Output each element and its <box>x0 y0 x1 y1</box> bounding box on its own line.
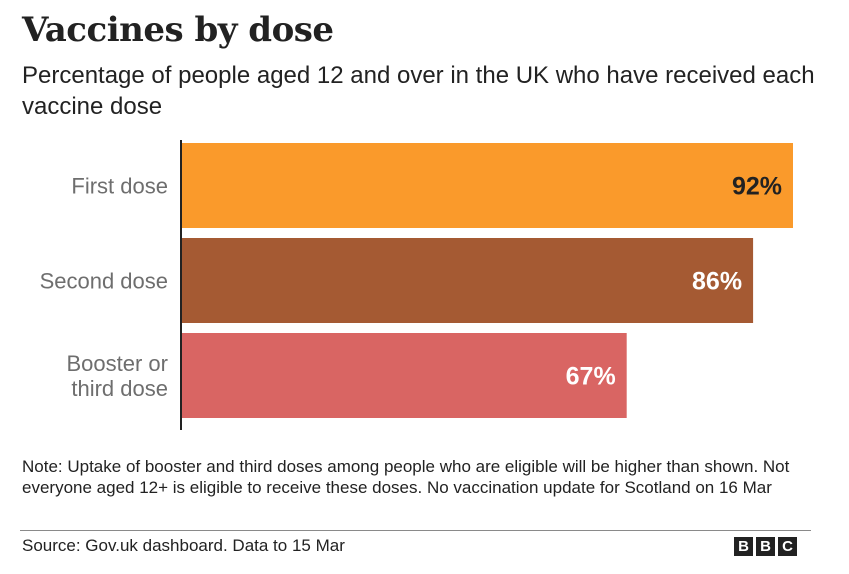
bar-value-label-3: 67% <box>566 363 616 391</box>
category-label-3: Booster or third dose <box>67 351 169 401</box>
chart-title: Vaccines by dose <box>22 10 334 50</box>
bar-3 <box>181 333 627 418</box>
bbc-logo: B B C <box>734 537 797 556</box>
bar-value-label-2: 86% <box>692 268 742 296</box>
bar-chart: 92% First dose 86% Second dose 67% Booster or… <box>40 140 793 430</box>
logo-letter-b2: B <box>756 537 775 556</box>
bar-1 <box>181 143 793 228</box>
source-text: Source: Gov.uk dashboard. Data to 15 Mar <box>22 536 345 555</box>
bar-2 <box>181 238 754 323</box>
chart-subtitle: Percentage of people aged 12 and over in… <box>22 62 815 120</box>
logo-letter-b1: B <box>734 537 753 556</box>
logo-letter-c: C <box>778 537 797 556</box>
category-label-2: Second dose <box>40 269 168 294</box>
footer-divider <box>20 530 811 531</box>
category-label-1: First dose <box>71 174 168 199</box>
bar-value-label-1: 92% <box>732 173 782 201</box>
chart-note: Note: Uptake of booster and third doses … <box>22 457 790 497</box>
